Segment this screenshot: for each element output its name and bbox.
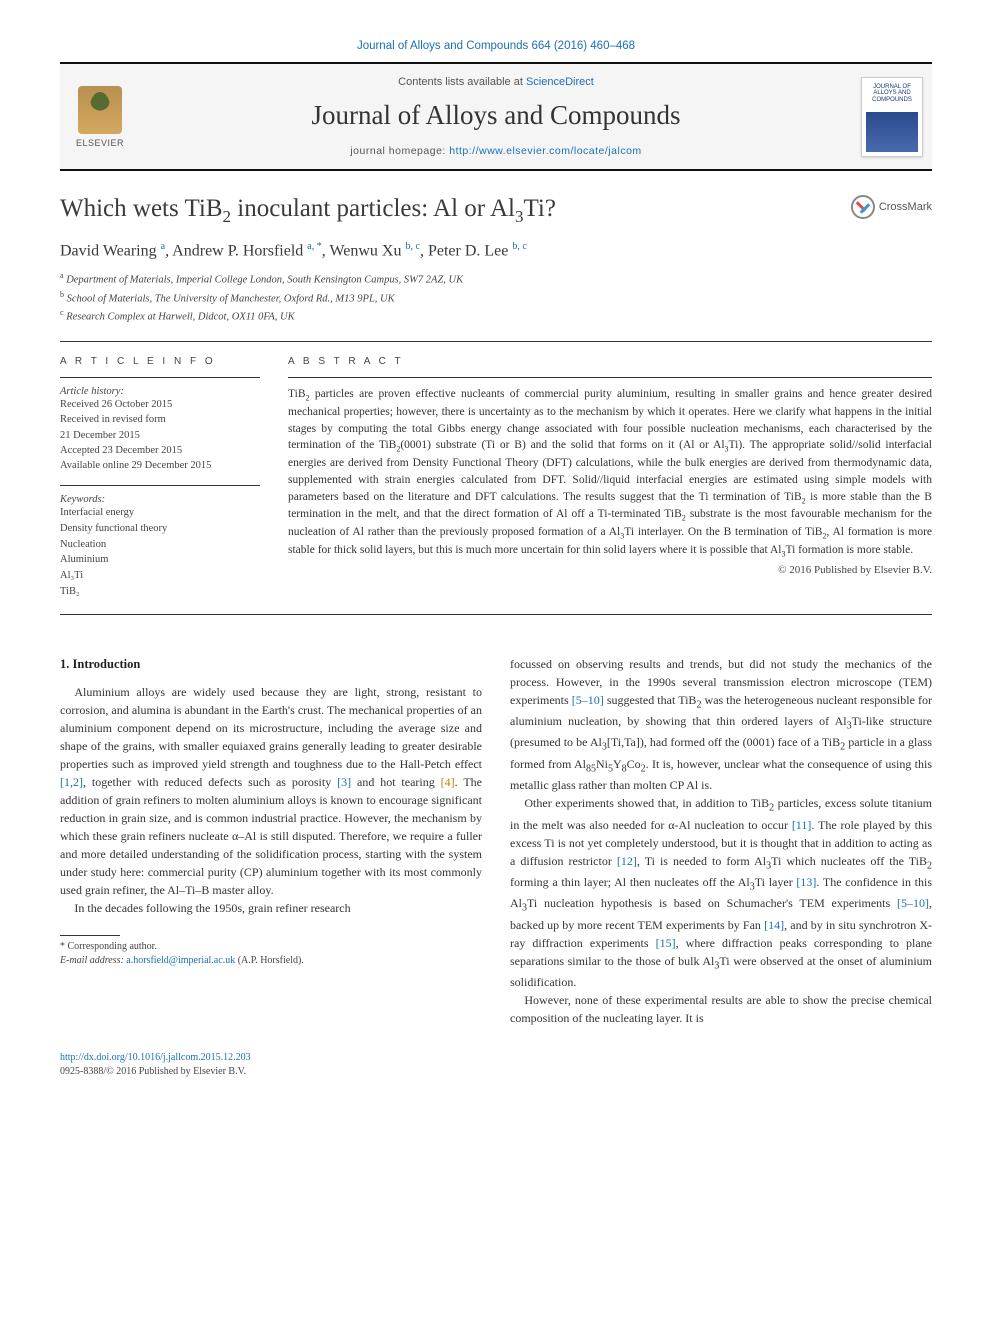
article-title: Which wets TiB2 inoculant particles: Al … (60, 195, 932, 227)
sciencedirect-link[interactable]: ScienceDirect (526, 76, 594, 88)
footer-block: http://dx.doi.org/10.1016/j.jallcom.2015… (60, 1051, 932, 1079)
history-body: Received 26 October 2015 Received in rev… (60, 397, 260, 473)
affiliations: a Department of Materials, Imperial Coll… (60, 270, 932, 325)
body-p3: focussed on observing results and trends… (510, 655, 932, 795)
body-columns: 1. Introduction Aluminium alloys are wid… (60, 655, 932, 1028)
keywords-label: Keywords: (60, 494, 260, 505)
body-p1: Aluminium alloys are widely used because… (60, 683, 482, 899)
crossmark-icon (851, 195, 875, 219)
affiliation-c: c Research Complex at Harwell, Didcot, O… (60, 307, 932, 325)
footnotes: * Corresponding author. E-mail address: … (60, 940, 482, 968)
journal-citation: Journal of Alloys and Compounds 664 (201… (60, 40, 932, 52)
journal-homepage-link[interactable]: http://www.elsevier.com/locate/jalcom (449, 145, 641, 157)
affiliation-b: b School of Materials, The University of… (60, 289, 932, 307)
rule-bottom (60, 614, 932, 615)
journal-title: Journal of Alloys and Compounds (140, 92, 852, 141)
issn-copyright: 0925-8388/© 2016 Published by Elsevier B… (60, 1066, 246, 1077)
journal-banner: ELSEVIER Contents lists available at Sci… (60, 62, 932, 171)
journal-homepage-line: journal homepage: http://www.elsevier.co… (140, 141, 852, 161)
email-label: E-mail address: (60, 955, 124, 966)
footnote-separator (60, 935, 120, 936)
affiliation-a: a Department of Materials, Imperial Coll… (60, 270, 932, 288)
corresponding-author-note: * Corresponding author. (60, 940, 482, 954)
homepage-prefix: journal homepage: (350, 145, 449, 157)
email-line: E-mail address: a.horsfield@imperial.ac.… (60, 954, 482, 968)
article-info-heading: A R T I C L E I N F O (60, 356, 260, 367)
abstract-column: A B S T R A C T TiB2 particles are prove… (288, 356, 932, 600)
abstract-body: TiB2 particles are proven effective nucl… (288, 386, 932, 560)
history-label: Article history: (60, 386, 260, 397)
keywords-body: Interfacial energy Density functional th… (60, 505, 260, 600)
abstract-heading: A B S T R A C T (288, 356, 932, 367)
authors-line: David Wearing a, Andrew P. Horsfield a, … (60, 241, 932, 260)
journal-cover-thumb: JOURNAL OF ALLOYS AND COMPOUNDS (861, 77, 923, 157)
body-p4: Other experiments showed that, in additi… (510, 794, 932, 991)
contents-available-line: Contents lists available at ScienceDirec… (140, 72, 852, 92)
body-p2: In the decades following the 1950s, grai… (60, 899, 482, 917)
crossmark-badge[interactable]: CrossMark (851, 195, 932, 219)
crossmark-label: CrossMark (879, 201, 932, 213)
elsevier-tree-icon (78, 86, 122, 134)
corresponding-email-link[interactable]: a.horsfield@imperial.ac.uk (126, 955, 235, 966)
body-p5: However, none of these experimental resu… (510, 991, 932, 1027)
email-attrib: (A.P. Horsfield). (235, 955, 304, 966)
abstract-copyright: © 2016 Published by Elsevier B.V. (288, 564, 932, 576)
rule-top (60, 341, 932, 342)
doi-link[interactable]: http://dx.doi.org/10.1016/j.jallcom.2015… (60, 1052, 251, 1063)
publisher-name: ELSEVIER (76, 138, 124, 148)
publisher-logo: ELSEVIER (76, 86, 124, 148)
publisher-logo-slot: ELSEVIER (60, 64, 140, 169)
contents-prefix: Contents lists available at (398, 76, 526, 88)
section-1-heading: 1. Introduction (60, 655, 482, 674)
article-info-column: A R T I C L E I N F O Article history: R… (60, 356, 260, 600)
journal-cover-slot: JOURNAL OF ALLOYS AND COMPOUNDS (852, 64, 932, 169)
